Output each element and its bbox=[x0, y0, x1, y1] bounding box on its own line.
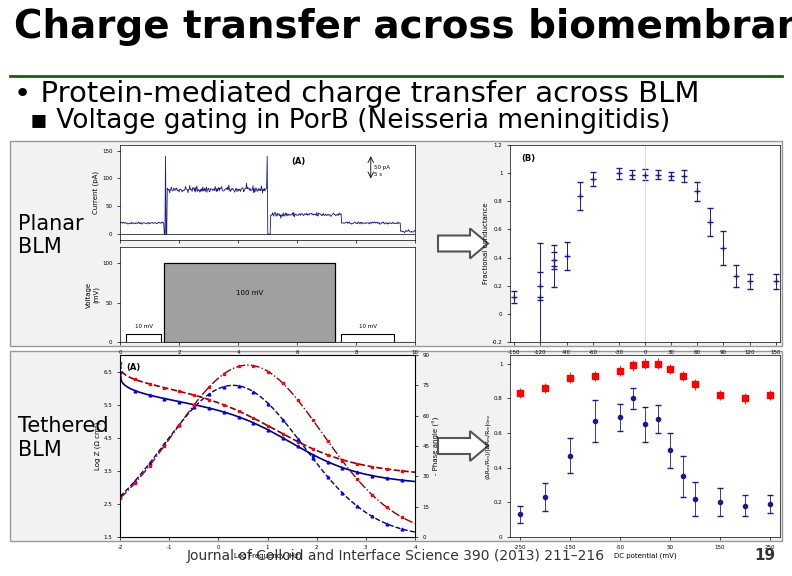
Text: 5 s: 5 s bbox=[374, 172, 382, 177]
Text: 19: 19 bbox=[754, 548, 775, 563]
X-axis label: Time (s): Time (s) bbox=[253, 358, 282, 364]
Y-axis label: - Phase angle (°): - Phase angle (°) bbox=[432, 417, 440, 475]
FancyArrow shape bbox=[438, 431, 488, 461]
Y-axis label: Fractional conductance: Fractional conductance bbox=[483, 203, 489, 284]
Text: ▪ Voltage gating in PorB (Neisseria meningitidis): ▪ Voltage gating in PorB (Neisseria meni… bbox=[30, 108, 670, 134]
Text: (B): (B) bbox=[521, 154, 535, 163]
Text: 10 mV: 10 mV bbox=[135, 324, 153, 329]
Y-axis label: Current (pA): Current (pA) bbox=[93, 171, 99, 214]
Text: 50 pA: 50 pA bbox=[374, 165, 390, 170]
Text: Tethered
BLM: Tethered BLM bbox=[18, 416, 109, 460]
Text: Planar
BLM: Planar BLM bbox=[18, 214, 84, 257]
X-axis label: Log Frequency (Hz): Log Frequency (Hz) bbox=[234, 552, 301, 559]
Text: (A): (A) bbox=[291, 157, 306, 166]
FancyBboxPatch shape bbox=[10, 351, 782, 541]
Text: 10 mV: 10 mV bbox=[359, 324, 377, 329]
Y-axis label: Voltage
(mV): Voltage (mV) bbox=[86, 282, 99, 308]
X-axis label: Applied potential (mV): Applied potential (mV) bbox=[606, 358, 684, 364]
Text: (A): (A) bbox=[126, 362, 140, 372]
Y-axis label: (ΔRₘ/Rₘ)/|ΔRₘ/Rₘ|₀ₘᵥ: (ΔRₘ/Rₘ)/|ΔRₘ/Rₘ|₀ₘᵥ bbox=[485, 414, 491, 479]
Text: Journal of Colloid and Interface Science 390 (2013) 211–216: Journal of Colloid and Interface Science… bbox=[187, 549, 605, 563]
Text: Charge transfer across biomembranes: Charge transfer across biomembranes bbox=[14, 8, 792, 46]
Text: 100 mV: 100 mV bbox=[236, 290, 264, 295]
Y-axis label: Log Z (Ω cm²): Log Z (Ω cm²) bbox=[93, 422, 101, 470]
FancyArrow shape bbox=[438, 229, 488, 259]
X-axis label: DC potential (mV): DC potential (mV) bbox=[614, 552, 676, 559]
FancyBboxPatch shape bbox=[10, 141, 782, 346]
Text: • Protein-mediated charge transfer across BLM: • Protein-mediated charge transfer acros… bbox=[14, 80, 699, 108]
